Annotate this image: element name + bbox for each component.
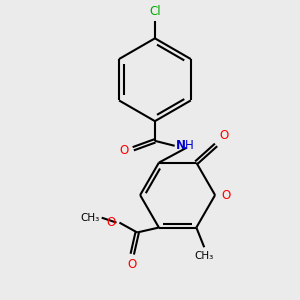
Text: Cl: Cl (149, 4, 161, 18)
Text: N: N (176, 139, 186, 152)
Text: O: O (106, 216, 116, 229)
Text: O: O (128, 258, 137, 271)
Text: O: O (219, 129, 228, 142)
Text: O: O (119, 144, 128, 157)
Text: CH₃: CH₃ (80, 213, 100, 223)
Text: H: H (184, 139, 193, 152)
Text: CH₃: CH₃ (195, 251, 214, 261)
Text: O: O (221, 189, 230, 202)
